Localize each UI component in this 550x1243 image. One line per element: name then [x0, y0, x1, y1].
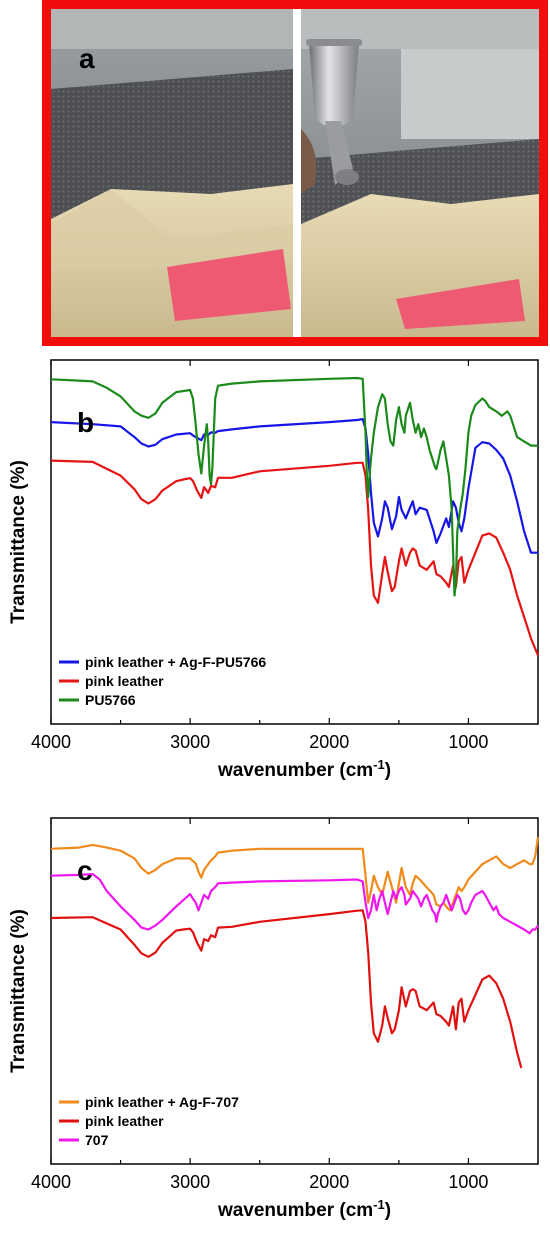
x-tick-label: 2000 — [309, 1172, 349, 1192]
x-axis-title: wavenumber (cm-1) — [217, 757, 391, 782]
x-tick-label: 3000 — [170, 1172, 210, 1192]
legend-label: pink leather — [85, 673, 164, 689]
series-line-1 — [50, 459, 540, 656]
legend-label: PU5766 — [85, 692, 136, 708]
panel-letter: c — [77, 855, 93, 886]
y-axis-title: Transmittance (%) — [8, 909, 29, 1073]
ftir-chart-b: 4000 3000 2000 1000 wavenumber (cm-1) Transmi… — [8, 359, 540, 782]
spray-booth-photo-before — [51, 9, 293, 337]
x-tick-label: 4000 — [31, 1172, 71, 1192]
x-axis-title-sup: -1 — [373, 1197, 385, 1212]
series-line-2 — [50, 872, 539, 935]
plot-frame — [50, 817, 539, 1165]
series-line-1 — [50, 909, 523, 1069]
spray-photo-panel: a — [42, 0, 548, 346]
x-axis-title-sup: -1 — [373, 757, 385, 772]
ftir-chart-c: 4000 3000 2000 1000 wavenumber (cm-1) Transmi… — [8, 817, 540, 1222]
x-tick-label: 3000 — [170, 732, 210, 752]
panel-a-label: a — [79, 43, 95, 74]
legend-label: pink leather + Ag-F-707 — [85, 1094, 239, 1110]
x-tick-label: 1000 — [448, 732, 488, 752]
x-tick-label: 2000 — [309, 732, 349, 752]
series-line-0 — [50, 417, 538, 554]
x-axis-title-close: ) — [385, 760, 391, 781]
photo-divider — [293, 9, 301, 337]
series-line-0 — [50, 837, 540, 912]
legend-label: 707 — [85, 1132, 109, 1148]
x-tick-label: 4000 — [31, 732, 71, 752]
spray-booth-photo-spraying — [301, 9, 539, 337]
panel-letter: b — [77, 407, 94, 438]
x-axis-title: wavenumber (cm-1) — [217, 1197, 391, 1222]
legend-label: pink leather + Ag-F-PU5766 — [85, 654, 266, 670]
x-tick-label: 1000 — [448, 1172, 488, 1192]
series-line-2 — [50, 376, 538, 597]
legend-label: pink leather — [85, 1113, 164, 1129]
plot-frame — [50, 359, 539, 725]
y-axis-title: Transmittance (%) — [8, 460, 29, 624]
x-axis-title-close: ) — [385, 1200, 391, 1221]
